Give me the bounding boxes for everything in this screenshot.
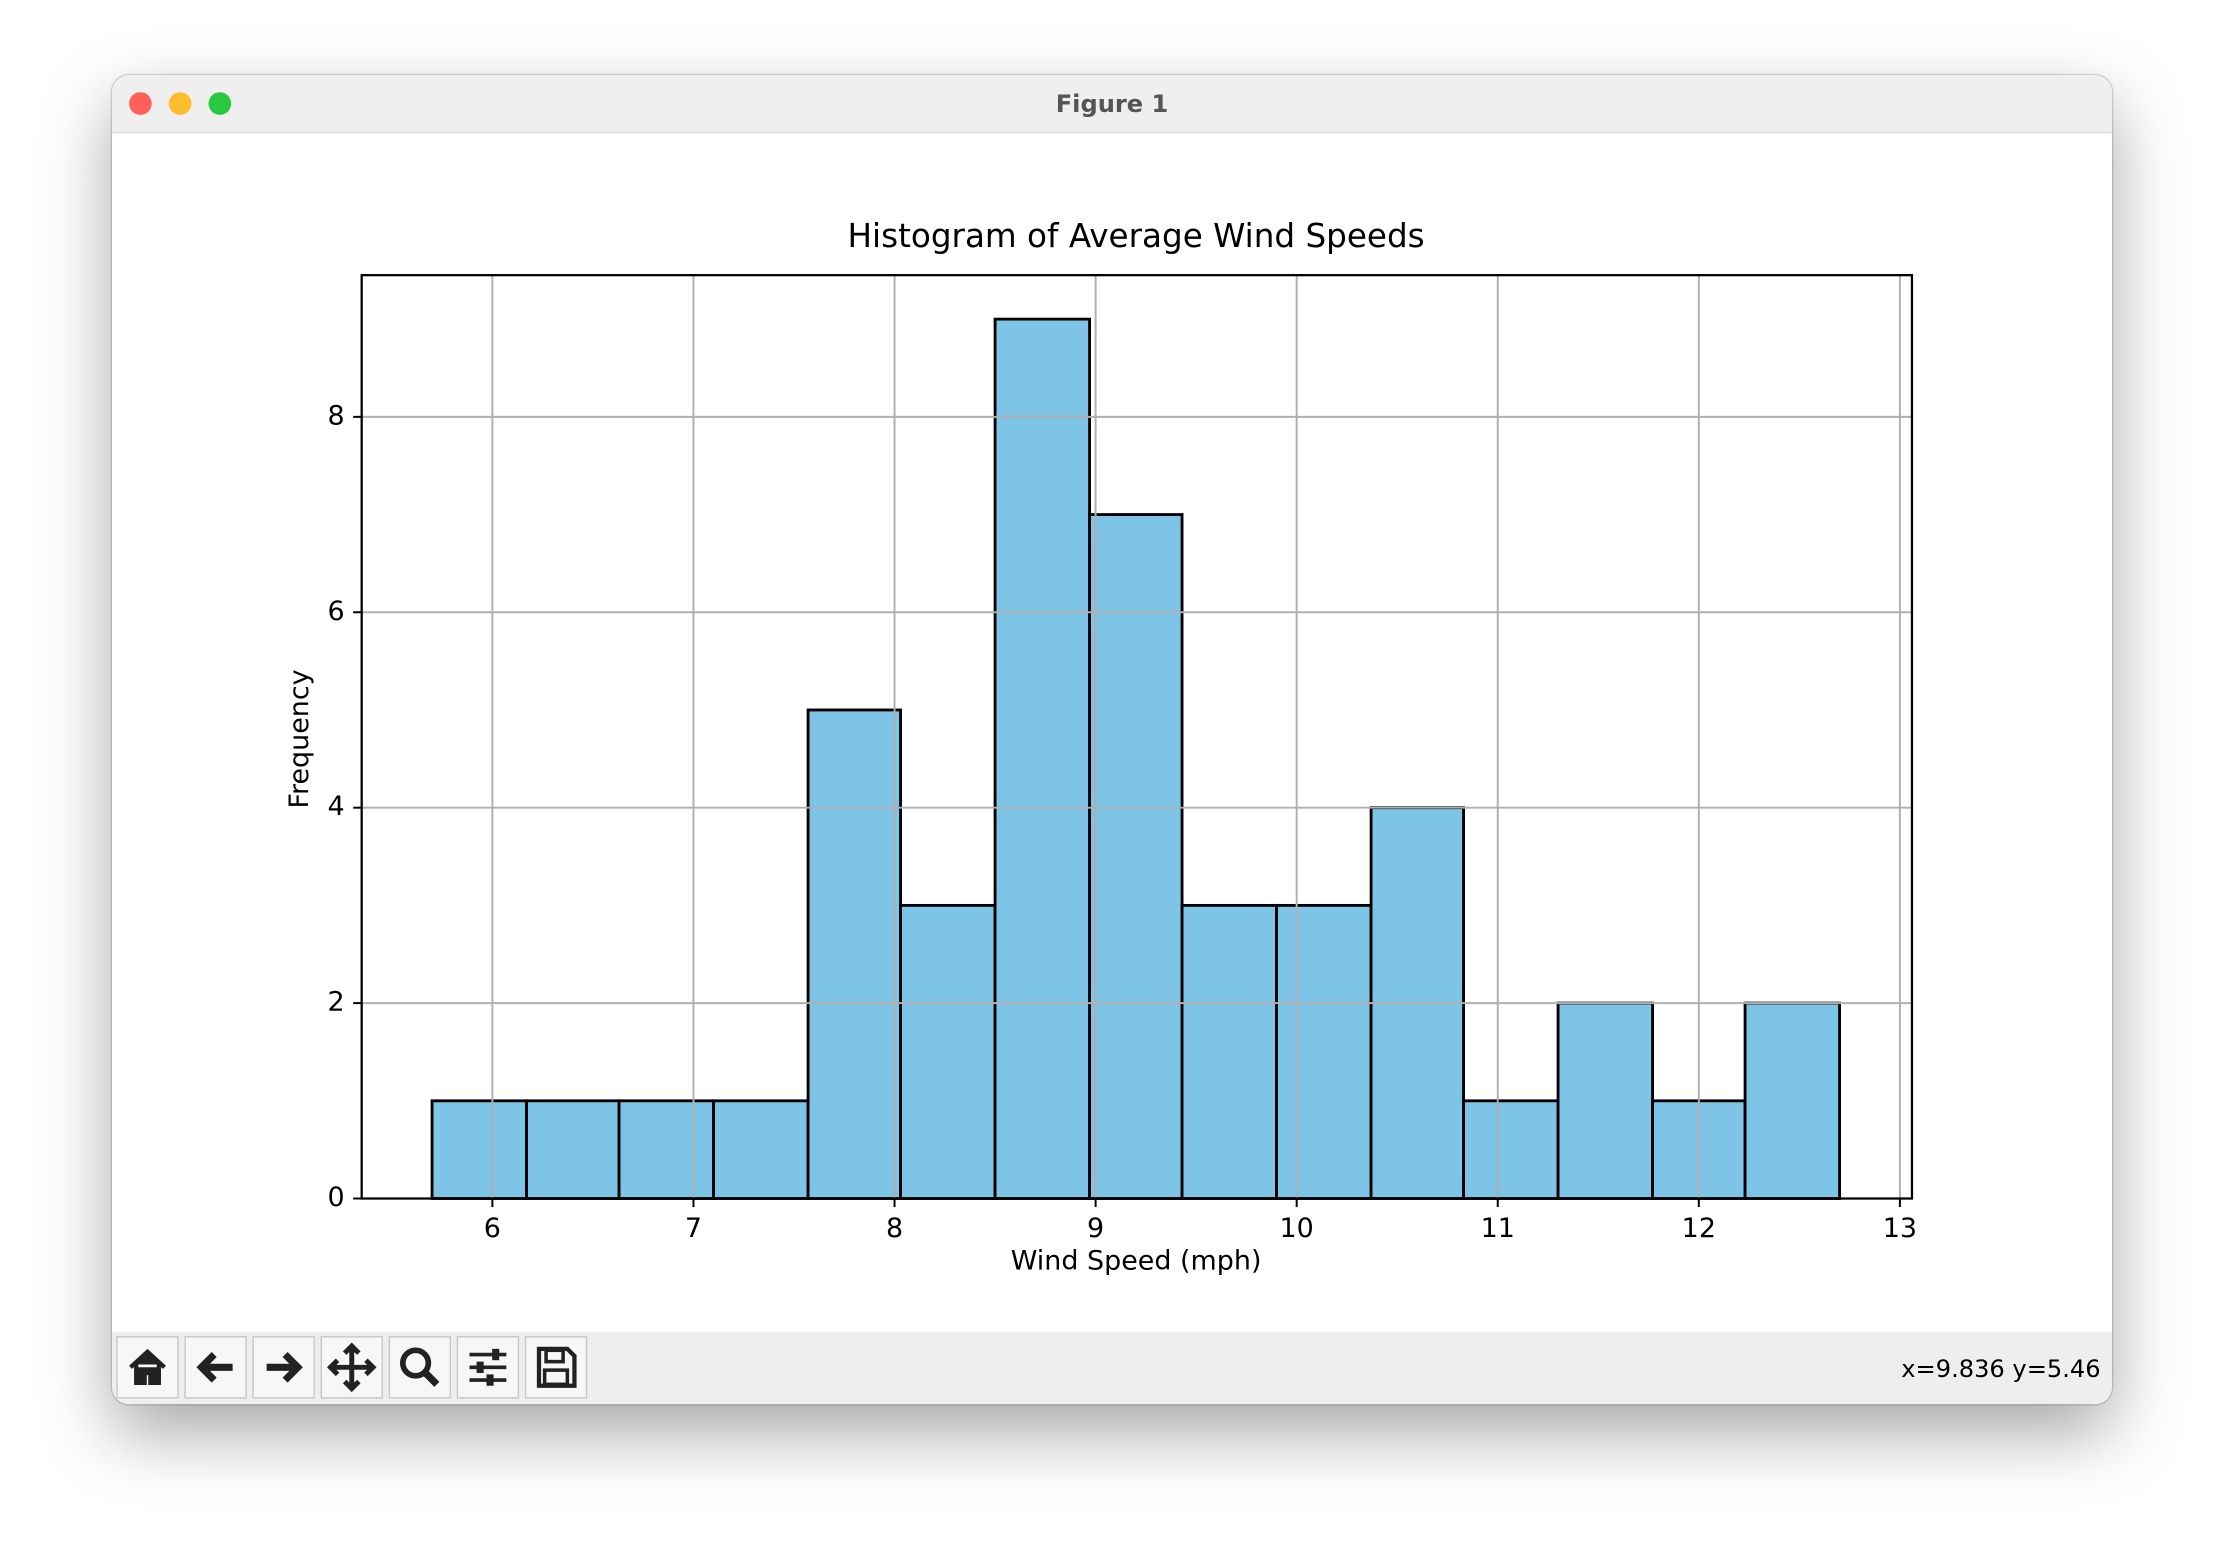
toolbar: x=9.836 y=5.46 bbox=[112, 1331, 2112, 1405]
save-button[interactable] bbox=[524, 1336, 588, 1399]
bar bbox=[1088, 513, 1184, 1200]
y-tick-label: 2 bbox=[328, 987, 345, 1018]
x-axis-label: Wind Speed (mph) bbox=[1011, 1245, 1262, 1276]
bar bbox=[712, 1099, 810, 1200]
forward-button[interactable] bbox=[252, 1336, 315, 1399]
x-tick-label: 8 bbox=[886, 1213, 903, 1244]
bar bbox=[525, 1099, 621, 1200]
configure-button[interactable] bbox=[456, 1336, 520, 1399]
y-axis-label: Frequency bbox=[284, 669, 315, 808]
bar bbox=[806, 708, 902, 1200]
chart-title: Histogram of Average Wind Speeds bbox=[848, 217, 1425, 255]
y-tick-label: 8 bbox=[328, 400, 345, 431]
bar bbox=[1180, 903, 1278, 1200]
x-tick-label: 12 bbox=[1682, 1213, 1716, 1244]
bar bbox=[1462, 1099, 1560, 1200]
close-button[interactable] bbox=[129, 92, 152, 115]
title-bar: Figure 1 bbox=[112, 75, 2112, 134]
plot-frame bbox=[360, 274, 1914, 1200]
x-tick-label: 7 bbox=[685, 1213, 702, 1244]
y-tick-label: 4 bbox=[328, 791, 345, 822]
bar bbox=[1743, 1001, 1841, 1200]
bar bbox=[993, 317, 1091, 1200]
zoom-button[interactable] bbox=[208, 92, 232, 115]
bar bbox=[617, 1099, 715, 1200]
cursor-status: x=9.836 y=5.46 bbox=[1901, 1355, 2101, 1385]
bar bbox=[1275, 903, 1373, 1200]
minimize-button[interactable] bbox=[168, 92, 192, 115]
x-tick-label: 13 bbox=[1883, 1213, 1917, 1244]
x-tick-label: 9 bbox=[1087, 1213, 1104, 1244]
bar bbox=[1556, 1001, 1654, 1200]
zoom-button[interactable] bbox=[388, 1336, 452, 1399]
x-tick-label: 11 bbox=[1481, 1213, 1515, 1244]
chart: Histogram of Average Wind Speeds Wind Sp… bbox=[284, 217, 1917, 1277]
x-tick-label: 10 bbox=[1280, 1213, 1314, 1244]
back-button[interactable] bbox=[184, 1336, 247, 1399]
bar bbox=[899, 903, 997, 1200]
home-button[interactable] bbox=[116, 1336, 179, 1399]
window: Figure 1 Histogram of Average Wind Speed… bbox=[112, 75, 2112, 1405]
y-tick-label: 0 bbox=[328, 1182, 345, 1213]
window-title: Figure 1 bbox=[1055, 90, 1169, 120]
bar bbox=[430, 1099, 528, 1200]
x-tick-label: 6 bbox=[484, 1213, 501, 1244]
y-tick-label: 6 bbox=[328, 596, 345, 627]
pan-button[interactable] bbox=[320, 1336, 383, 1399]
